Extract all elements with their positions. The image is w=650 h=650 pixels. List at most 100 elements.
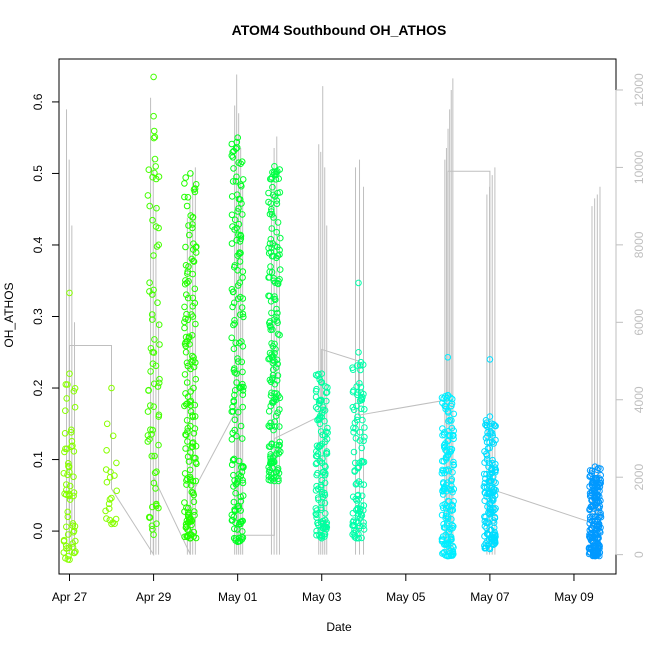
data-point	[148, 311, 156, 318]
data-point	[146, 513, 153, 521]
x-tick-label: May 05	[386, 590, 426, 604]
data-point	[492, 533, 499, 541]
data-point	[228, 436, 236, 443]
data-point	[356, 508, 364, 515]
data-point	[318, 379, 326, 386]
data-point	[182, 445, 189, 452]
data-point	[233, 144, 241, 151]
data-point	[591, 463, 599, 471]
data-point	[111, 472, 118, 479]
data-point	[152, 223, 160, 230]
data-point	[489, 473, 497, 481]
data-point	[360, 502, 368, 509]
data-point	[486, 444, 494, 452]
data-point	[442, 466, 450, 474]
data-point	[190, 257, 197, 265]
data-point	[319, 406, 327, 414]
data-point	[276, 189, 284, 196]
data-point	[592, 497, 599, 504]
data-point	[490, 517, 497, 524]
data-point	[189, 221, 196, 228]
data-point	[270, 426, 277, 434]
data-point	[146, 288, 153, 295]
data-point	[322, 510, 329, 517]
data-point	[151, 336, 158, 343]
data-point	[239, 274, 246, 281]
data-point	[189, 440, 196, 447]
data-point	[191, 413, 199, 420]
data-point	[105, 500, 113, 508]
data-point	[313, 448, 320, 455]
data-point	[153, 468, 160, 476]
data-point	[273, 450, 280, 457]
data-point	[315, 416, 323, 424]
data-point	[232, 489, 239, 497]
data-point	[192, 454, 199, 462]
data-point	[152, 485, 159, 492]
data-point	[150, 286, 157, 294]
data-point	[108, 384, 115, 392]
data-point	[108, 494, 115, 502]
data-point	[69, 543, 77, 551]
data-point	[187, 449, 194, 456]
data-point	[66, 482, 74, 490]
data-point	[233, 379, 240, 386]
data-point	[155, 321, 163, 329]
data-point	[63, 523, 70, 531]
data-point	[231, 416, 239, 424]
data-point	[189, 213, 197, 221]
data-point	[71, 403, 79, 411]
data-point	[360, 519, 367, 526]
data-point	[268, 422, 276, 430]
y-axis-label: OH_ATHOS	[2, 282, 16, 347]
data-point	[152, 163, 159, 170]
data-point	[185, 458, 193, 465]
data-point	[276, 166, 284, 173]
data-point	[449, 548, 457, 555]
data-point	[588, 496, 596, 504]
data-point	[491, 422, 499, 430]
x-tick-label: May 01	[218, 590, 258, 604]
y-tick-label: 0.2	[31, 379, 45, 396]
data-point	[192, 244, 200, 251]
data-point	[268, 340, 275, 347]
data-point	[182, 342, 190, 350]
data-point	[239, 403, 246, 411]
data-point	[277, 234, 284, 242]
data-point	[313, 527, 320, 535]
data-point	[189, 443, 197, 451]
data-point	[491, 506, 498, 514]
data-point	[149, 173, 156, 181]
data-point	[181, 193, 188, 201]
data-point	[481, 479, 489, 487]
data-point	[267, 175, 274, 183]
data-point	[270, 214, 277, 221]
data-point	[148, 430, 155, 438]
data-point	[273, 197, 281, 204]
data-point	[270, 277, 278, 285]
data-point	[267, 392, 275, 399]
data-point	[181, 324, 188, 332]
data-point	[271, 418, 279, 426]
data-point	[187, 397, 195, 405]
data-point	[350, 529, 358, 537]
data-point	[184, 294, 192, 302]
data-point	[450, 410, 458, 418]
data-point	[265, 198, 272, 206]
data-point	[276, 331, 283, 339]
data-point	[276, 266, 284, 273]
data-point	[113, 487, 120, 495]
data-point	[485, 544, 493, 552]
data-point	[449, 552, 456, 559]
data-point	[438, 535, 446, 543]
data-point	[440, 520, 447, 528]
data-point	[442, 443, 449, 450]
data-point	[441, 429, 448, 436]
data-point	[272, 296, 279, 304]
data-point	[231, 226, 238, 233]
data-point	[238, 158, 246, 165]
data-point	[182, 262, 190, 269]
data-point	[269, 240, 277, 247]
data-point	[445, 467, 453, 475]
data-point	[276, 441, 283, 449]
